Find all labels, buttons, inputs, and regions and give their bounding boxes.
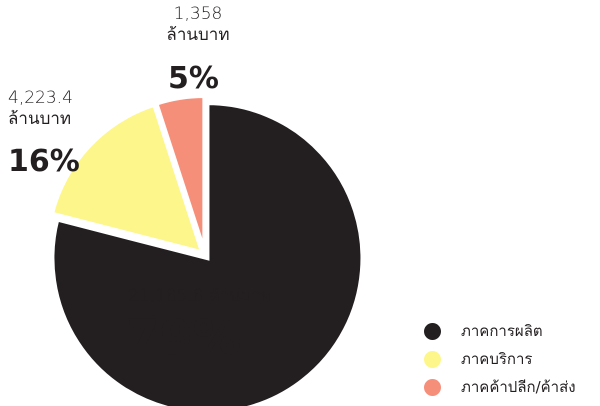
legend-label: ภาคบริการ bbox=[461, 350, 533, 368]
amount-label: 4,223.4 ล้านบาท bbox=[8, 88, 73, 130]
legend-swatch bbox=[424, 322, 441, 340]
value-label: 79% bbox=[126, 310, 241, 366]
legend-swatch bbox=[424, 378, 441, 396]
legend-swatch bbox=[424, 350, 441, 368]
amount-label: 1,358 ล้านบาท bbox=[166, 4, 230, 46]
legend-item: ภาคบริการ bbox=[424, 347, 532, 371]
pie-slice bbox=[49, 102, 206, 256]
legend-item: ภาคการผลิต bbox=[424, 319, 543, 343]
value-label: 16% bbox=[8, 144, 80, 179]
value-label: 5% bbox=[168, 61, 219, 96]
amount-label: 21,185.8 ล้านบาท bbox=[128, 286, 273, 306]
legend-label: ภาคค้าปลีก/ค้าส่ง bbox=[461, 378, 576, 396]
pie-slice bbox=[153, 94, 207, 252]
legend-item: ภาคค้าปลีก/ค้าส่ง bbox=[424, 375, 576, 399]
pie-slice bbox=[50, 101, 365, 406]
legend-label: ภาคการผลิต bbox=[461, 322, 543, 340]
